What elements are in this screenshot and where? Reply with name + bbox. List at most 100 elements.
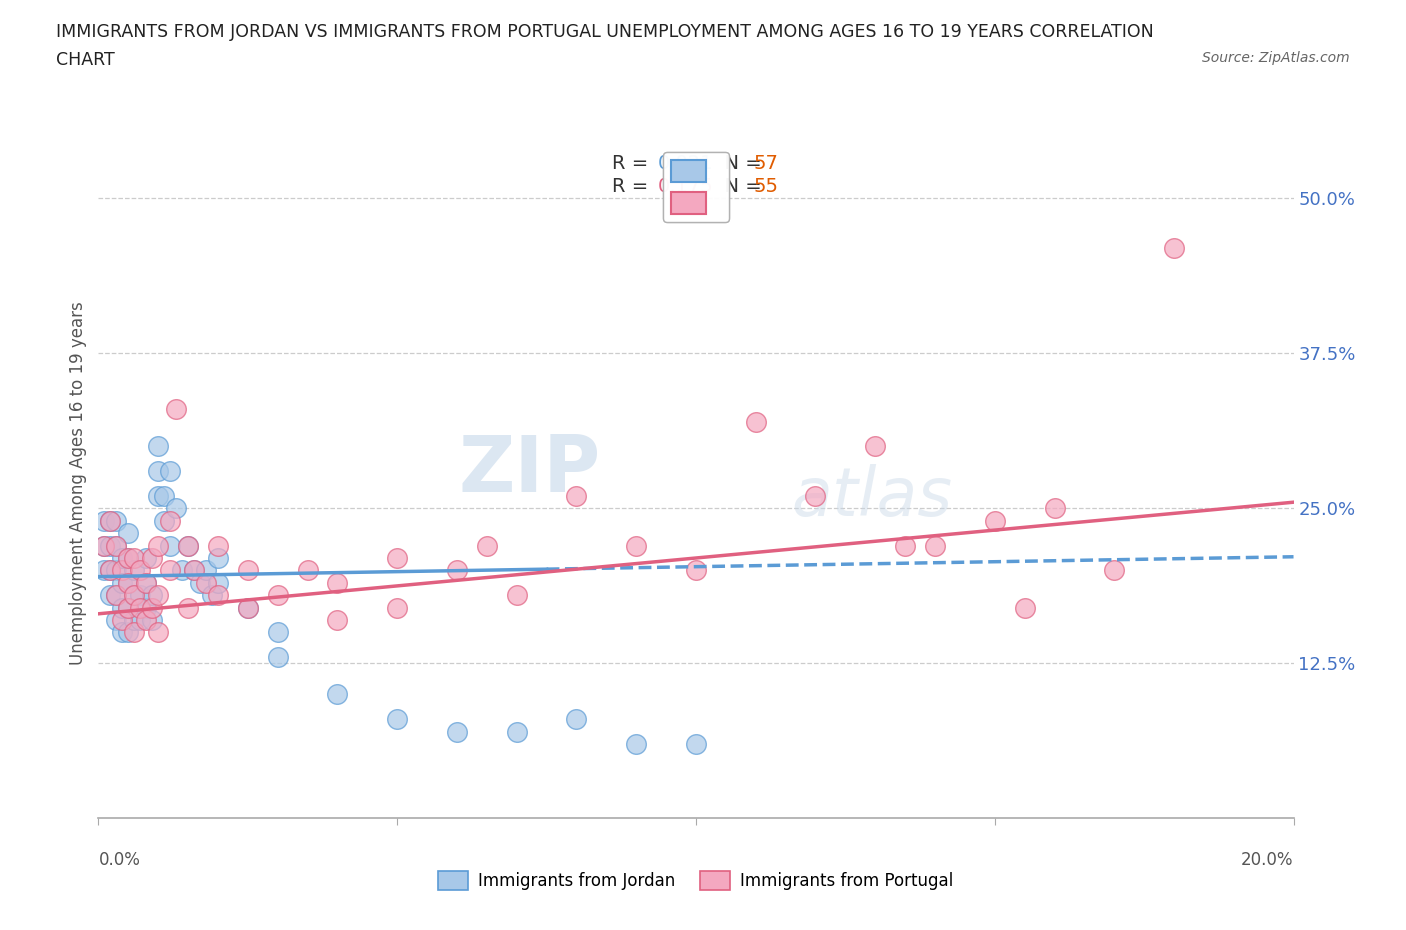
Text: CHART: CHART [56, 51, 115, 69]
Point [111, 551, 134, 565]
Point [93, 513, 115, 528]
Point [326, 687, 349, 702]
Text: 57: 57 [754, 154, 778, 173]
Point [93, 538, 115, 553]
Point [183, 563, 205, 578]
Point [207, 576, 229, 591]
Point [804, 488, 827, 503]
Point [141, 600, 163, 615]
Point [236, 600, 259, 615]
Point [565, 711, 588, 726]
Point [446, 724, 468, 739]
Text: 0.021: 0.021 [658, 154, 713, 173]
Point [105, 538, 128, 553]
Point [111, 563, 134, 578]
Point [446, 563, 468, 578]
Point [105, 538, 128, 553]
Point [124, 551, 146, 565]
Point [117, 551, 139, 565]
Point [129, 613, 152, 628]
Point [105, 588, 128, 603]
Point [117, 600, 139, 615]
Point [124, 588, 146, 603]
Point [159, 563, 181, 578]
Point [124, 563, 146, 578]
Point [297, 563, 319, 578]
Point [236, 563, 259, 578]
Text: Source: ZipAtlas.com: Source: ZipAtlas.com [1202, 51, 1350, 65]
Point [135, 576, 157, 591]
Point [111, 600, 134, 615]
Legend: , : , [662, 152, 730, 222]
Point [129, 600, 152, 615]
Point [624, 538, 647, 553]
Point [105, 613, 128, 628]
Point [506, 724, 529, 739]
Point [745, 414, 768, 429]
Point [1014, 600, 1036, 615]
Point [177, 600, 200, 615]
Point [117, 551, 139, 565]
Point [172, 563, 194, 578]
Point [129, 563, 152, 578]
Point [111, 625, 134, 640]
Point [141, 613, 163, 628]
Point [117, 576, 139, 591]
Point [98, 538, 122, 553]
Point [385, 551, 409, 565]
Point [188, 576, 211, 591]
Point [111, 576, 134, 591]
Point [141, 588, 163, 603]
Point [385, 711, 409, 726]
Point [105, 513, 128, 528]
Point [165, 501, 187, 516]
Point [135, 576, 157, 591]
Text: IMMIGRANTS FROM JORDAN VS IMMIGRANTS FROM PORTUGAL UNEMPLOYMENT AMONG AGES 16 TO: IMMIGRANTS FROM JORDAN VS IMMIGRANTS FRO… [56, 23, 1154, 41]
Text: ZIP: ZIP [458, 432, 600, 508]
Point [326, 613, 349, 628]
Point [105, 563, 128, 578]
Point [236, 600, 259, 615]
Point [153, 488, 176, 503]
Point [506, 588, 529, 603]
Point [98, 588, 122, 603]
Point [148, 488, 170, 503]
Text: R =: R = [612, 154, 655, 173]
Point [129, 588, 152, 603]
Point [135, 600, 157, 615]
Text: 0.0%: 0.0% [98, 851, 141, 869]
Point [201, 588, 224, 603]
Text: 0.175: 0.175 [658, 177, 713, 196]
Text: 20.0%: 20.0% [1241, 851, 1294, 869]
Point [141, 551, 163, 565]
Point [98, 563, 122, 578]
Point [124, 588, 146, 603]
Point [177, 538, 200, 553]
Point [148, 588, 170, 603]
Point [117, 576, 139, 591]
Point [565, 488, 588, 503]
Point [624, 737, 647, 751]
Point [194, 576, 218, 591]
Point [98, 563, 122, 578]
Point [1163, 241, 1185, 256]
Point [326, 576, 349, 591]
Point [267, 625, 290, 640]
Point [135, 613, 157, 628]
Point [117, 525, 139, 540]
Point [93, 563, 115, 578]
Point [148, 625, 170, 640]
Point [894, 538, 917, 553]
Point [385, 600, 409, 615]
Point [165, 402, 187, 417]
Text: R =: R = [612, 177, 655, 196]
Point [685, 563, 707, 578]
Point [111, 613, 134, 628]
Point [124, 625, 146, 640]
Point [159, 464, 181, 479]
Point [124, 613, 146, 628]
Point [865, 439, 887, 454]
Point [207, 551, 229, 565]
Point [475, 538, 498, 553]
Point [98, 513, 122, 528]
